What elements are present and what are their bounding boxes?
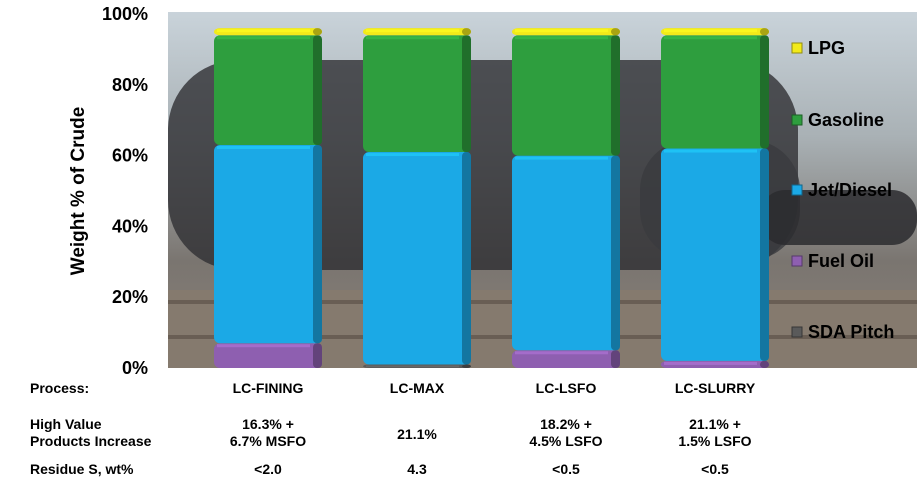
bar-segment-side — [611, 35, 620, 156]
y-tick-label: 100% — [102, 4, 148, 24]
high-value-lc-fining: 16.3% + 6.7% MSFO — [193, 416, 343, 450]
residue-lc-max: 4.3 — [407, 461, 427, 477]
bar-segment — [512, 350, 620, 368]
bar-segment-highlight — [217, 36, 310, 40]
bar-segment-side — [462, 28, 471, 36]
y-axis: 0% 20% 40% 60% 80% 100% — [102, 4, 148, 378]
y-tick-label: 80% — [112, 75, 148, 95]
bar-segment-side — [611, 350, 620, 368]
high-value-lc-slurry-line2: 1.5% LSFO — [678, 433, 752, 449]
legend-swatch — [791, 255, 803, 267]
legend-label: Jet/Diesel — [808, 180, 892, 200]
bar-stack — [363, 28, 471, 368]
bar-segment-highlight — [366, 36, 459, 40]
y-tick-label: 0% — [122, 358, 148, 378]
bar-segment-highlight — [217, 344, 310, 348]
bar-segment — [363, 152, 471, 365]
legend-item: SDA Pitch — [791, 322, 894, 342]
bar-segment-side — [313, 28, 322, 36]
legend-label: LPG — [808, 38, 845, 58]
process-lc-max: LC-MAX — [389, 380, 445, 396]
bar-segment-side — [462, 364, 471, 368]
legend-item: Jet/Diesel — [791, 180, 892, 200]
high-value-lc-lsfo: 18.2% + 4.5% LSFO — [491, 416, 641, 450]
y-tick-label: 60% — [112, 146, 148, 166]
residue-lc-slurry: <0.5 — [701, 461, 729, 477]
bar-segment-highlight — [366, 153, 459, 157]
bar-segment-highlight — [664, 36, 757, 40]
bar-stack — [214, 28, 322, 368]
stacked-bar-chart: 0% 20% 40% 60% 80% 100% Weight % of Crude SDA… — [68, 4, 917, 378]
process-lc-fining: LC-FINING — [232, 380, 304, 396]
high-value-lc-lsfo-line2: 4.5% LSFO — [529, 433, 603, 449]
high-value-lc-lsfo-line1: 18.2% + — [540, 416, 592, 432]
bar-segment-side — [760, 28, 769, 36]
y-axis-label: Weight % of Crude — [68, 107, 89, 276]
high-value-lc-slurry: 21.1% + 1.5% LSFO — [640, 416, 790, 450]
y-tick-label: 40% — [112, 216, 148, 236]
bar-segment-side — [313, 144, 322, 344]
legend-item: Fuel Oil — [791, 251, 874, 271]
bar-segment-highlight — [664, 361, 757, 365]
legend-swatch — [791, 114, 803, 126]
bar-segment-highlight — [515, 36, 608, 40]
high-value-lc-fining-line1: 16.3% + — [242, 416, 294, 432]
legend-swatch — [791, 184, 803, 196]
y-tick-label: 20% — [112, 287, 148, 307]
process-lc-lsfo: LC-LSFO — [535, 380, 597, 396]
high-value-lc-fining-line2: 6.7% MSFO — [229, 433, 307, 449]
bar-segment-side — [462, 35, 471, 153]
legend-swatch — [791, 326, 803, 338]
residue-lc-lsfo: <0.5 — [552, 461, 580, 477]
high-value-lc-max: 21.1% — [342, 426, 492, 443]
bar-segment-highlight — [217, 29, 310, 33]
legend: SDA Pitch Fuel Oil Jet/Diesel Gasoline LPG — [791, 38, 894, 342]
high-value-header-line1: High Value — [30, 416, 102, 432]
high-value-lc-max-line1: 21.1% — [397, 426, 437, 442]
bar-segment — [214, 343, 322, 368]
bar-segment-side — [611, 155, 620, 351]
bar-segment — [214, 35, 322, 145]
bar-segment-side — [760, 148, 769, 361]
bar-segment-highlight — [366, 365, 459, 368]
bar-segment — [661, 35, 769, 149]
legend-label: Gasoline — [808, 110, 884, 130]
bar-segment-highlight — [515, 351, 608, 355]
bar-segment-highlight — [217, 145, 310, 149]
bar-segment-side — [760, 360, 769, 368]
bar-segment-highlight — [664, 149, 757, 153]
bar-segment — [661, 148, 769, 361]
process-header: Process: — [30, 380, 90, 396]
bar-segment-side — [611, 28, 620, 36]
bars — [214, 28, 769, 368]
bar-segment — [512, 35, 620, 156]
bar-segment-side — [760, 35, 769, 149]
bar-stack — [661, 28, 769, 368]
legend-item: LPG — [791, 38, 845, 58]
process-lc-slurry: LC-SLURRY — [674, 380, 756, 396]
bar-segment-highlight — [366, 29, 459, 33]
bar-segment-side — [313, 343, 322, 368]
legend-swatch — [791, 42, 803, 54]
bar-segment-side — [313, 35, 322, 145]
legend-label: Fuel Oil — [808, 251, 874, 271]
legend-item: Gasoline — [791, 110, 884, 130]
bar-segment-highlight — [515, 156, 608, 160]
high-value-header-line2: Products Increase — [30, 433, 152, 449]
bar-segment-side — [462, 152, 471, 365]
bar-stack — [512, 28, 620, 368]
residue-header: Residue S, wt% — [30, 461, 134, 477]
residue-lc-fining: <2.0 — [254, 461, 282, 477]
high-value-header: High Value Products Increase — [30, 416, 151, 450]
bar-segment-highlight — [664, 29, 757, 33]
bar-segment — [363, 35, 471, 153]
bar-segment — [512, 155, 620, 351]
bar-segment-highlight — [515, 29, 608, 33]
bar-segment — [214, 144, 322, 344]
legend-label: SDA Pitch — [808, 322, 894, 342]
high-value-lc-slurry-line1: 21.1% + — [689, 416, 741, 432]
